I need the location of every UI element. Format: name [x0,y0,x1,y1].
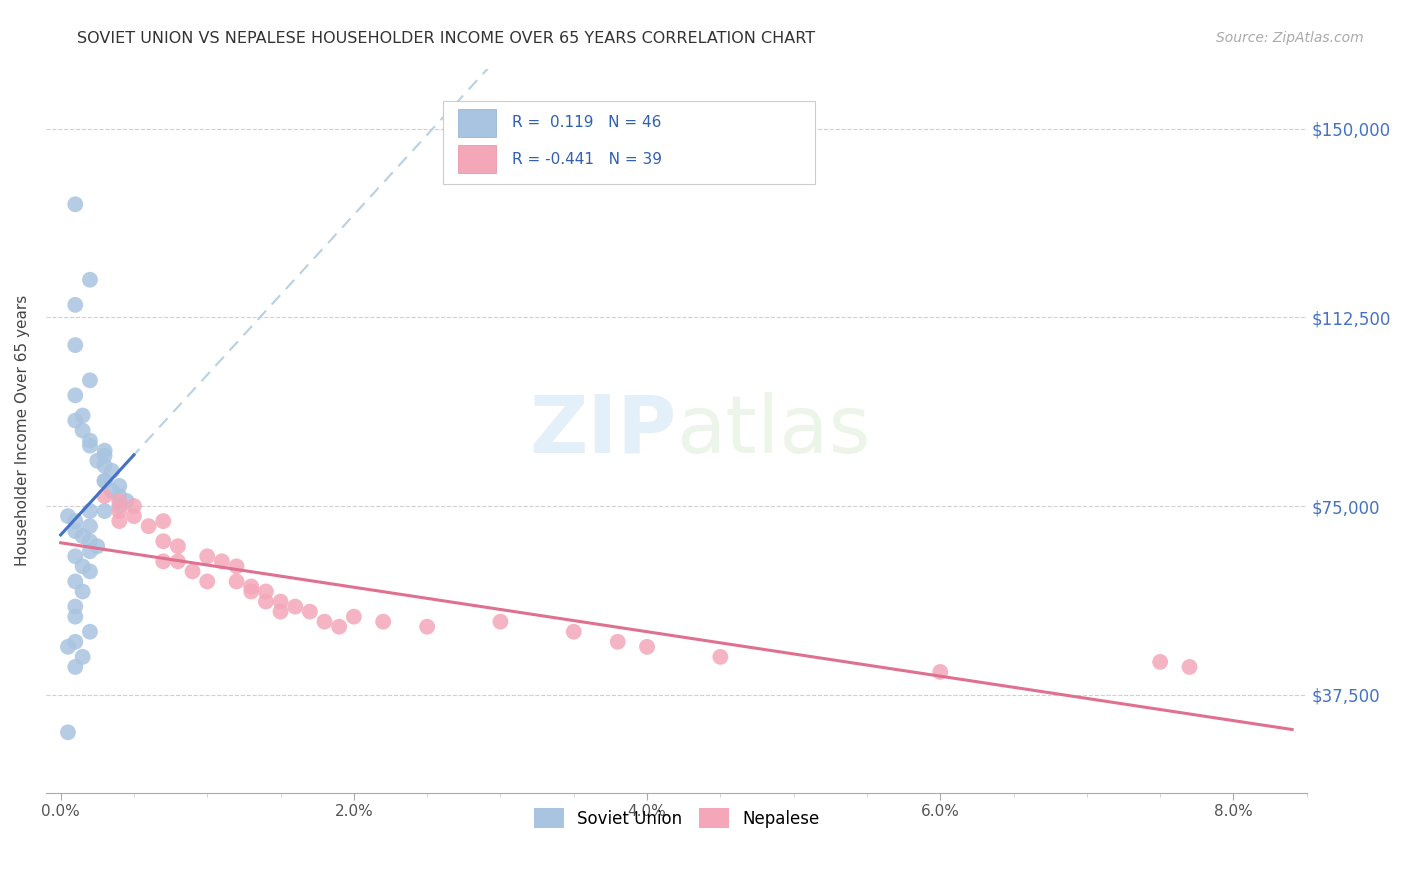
Point [79,519,101,533]
Point [72,584,94,599]
Point [373,615,395,629]
Point [254,584,277,599]
Point [79,624,101,639]
Point [254,594,277,608]
Point [152,534,174,549]
Point [122,499,145,513]
Point [606,634,628,648]
Point [270,594,292,608]
Point [343,609,366,624]
Point [240,584,263,599]
Point [79,373,101,387]
Point [65,514,87,528]
Point [416,620,439,634]
Point [79,434,101,448]
Point [79,439,101,453]
Bar [458,109,496,136]
Point [79,534,101,549]
Point [79,544,101,558]
Point [93,474,115,488]
Point [65,524,87,538]
Point [636,640,658,654]
Point [56,725,79,739]
Point [115,494,138,508]
Point [709,649,731,664]
Point [56,509,79,524]
Point [240,579,263,593]
Point [195,549,218,564]
Point [93,458,115,473]
Point [108,504,131,518]
Point [65,609,87,624]
FancyBboxPatch shape [443,101,815,185]
Point [108,494,131,508]
Text: Source: ZipAtlas.com: Source: ZipAtlas.com [1216,31,1364,45]
Y-axis label: Householder Income Over 65 years: Householder Income Over 65 years [15,295,30,566]
Point [65,660,87,674]
Point [108,489,131,503]
Point [108,499,131,513]
Point [72,424,94,438]
Point [328,620,350,634]
Point [86,454,108,468]
Point [93,474,115,488]
Point [93,443,115,458]
Text: ZIP: ZIP [529,392,676,469]
Point [93,504,115,518]
Point [65,574,87,589]
Point [72,409,94,423]
Point [101,483,124,498]
Point [1178,660,1201,674]
Point [270,605,292,619]
Point [211,554,233,568]
Point [79,273,101,287]
Point [152,554,174,568]
Point [167,554,190,568]
Point [225,574,247,589]
Point [56,640,79,654]
Point [65,197,87,211]
Point [93,489,115,503]
Point [72,529,94,543]
Point [65,338,87,352]
Point [122,509,145,524]
Point [72,559,94,574]
Bar [458,145,496,173]
Point [167,539,190,553]
Point [284,599,307,614]
Point [138,519,160,533]
Point [65,634,87,648]
Point [108,514,131,528]
Point [79,565,101,579]
Point [195,574,218,589]
Point [65,549,87,564]
Point [65,413,87,427]
Point [929,665,952,679]
Point [79,504,101,518]
Point [314,615,336,629]
Point [108,479,131,493]
Text: R =  0.119   N = 46: R = 0.119 N = 46 [512,115,662,130]
Point [65,298,87,312]
Point [101,464,124,478]
Point [86,539,108,553]
Text: R = -0.441   N = 39: R = -0.441 N = 39 [512,152,662,167]
Point [181,565,204,579]
Point [72,649,94,664]
Point [562,624,585,639]
Point [65,388,87,402]
Text: atlas: atlas [676,392,870,469]
Point [298,605,321,619]
Point [225,559,247,574]
Point [489,615,512,629]
Point [1149,655,1171,669]
Legend: Soviet Union, Nepalese: Soviet Union, Nepalese [527,801,825,835]
Point [93,449,115,463]
Point [65,599,87,614]
Text: SOVIET UNION VS NEPALESE HOUSEHOLDER INCOME OVER 65 YEARS CORRELATION CHART: SOVIET UNION VS NEPALESE HOUSEHOLDER INC… [77,31,815,46]
Point [152,514,174,528]
